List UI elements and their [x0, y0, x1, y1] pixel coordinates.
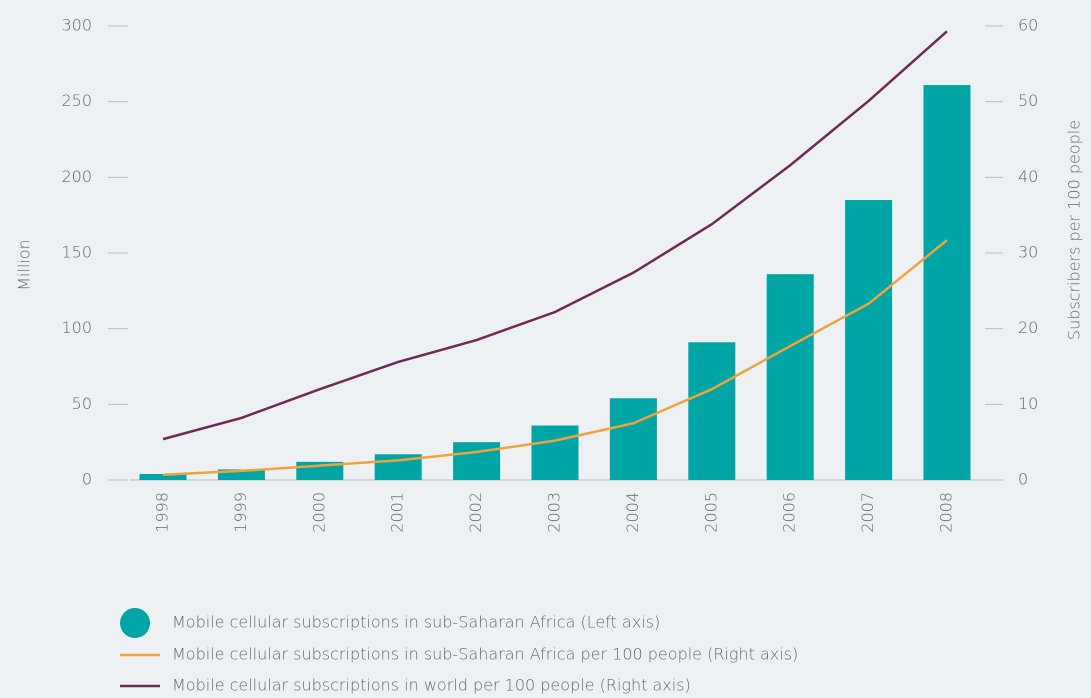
bar: [688, 342, 736, 480]
x-tick-label: 1998: [153, 492, 172, 533]
y2-tick-label: 10: [1018, 394, 1038, 413]
y-axis-label: Million: [15, 239, 34, 291]
y2-tick-label: 50: [1018, 91, 1038, 110]
bar: [453, 442, 501, 480]
legend-label: Mobile cellular subscriptions in sub-Sah…: [172, 645, 798, 664]
line: [162, 30, 948, 441]
y2-tick-label: 30: [1018, 243, 1038, 262]
legend-label: Mobile cellular subscriptions in sub-Sah…: [172, 613, 660, 632]
bar: [845, 200, 893, 481]
x-tick-label: 2008: [937, 492, 956, 533]
bar: [923, 85, 971, 481]
bar: [609, 398, 657, 480]
y2-tick-label: 40: [1018, 167, 1038, 186]
line: [162, 239, 948, 476]
y-tick-label: 250: [61, 91, 92, 110]
x-tick-label: 2002: [466, 492, 485, 533]
y2-axis-label: Subscribers per 100 people: [1065, 120, 1084, 340]
bar: [139, 473, 187, 480]
y2-tick-label: 60: [1018, 16, 1038, 35]
y-tick-label: 150: [61, 243, 92, 262]
bar: [531, 425, 579, 480]
y-tick-label: 200: [61, 167, 92, 186]
x-tick-label: 2001: [388, 492, 407, 533]
y-tick-label: 300: [61, 16, 92, 35]
y2-tick-label: 0: [1018, 470, 1028, 489]
x-tick-label: 2000: [309, 492, 328, 533]
y-tick-label: 50: [72, 394, 92, 413]
x-tick-label: 2003: [545, 492, 564, 533]
x-tick-label: 2007: [858, 492, 877, 533]
legend-marker: [120, 608, 150, 638]
x-tick-label: 2004: [623, 492, 642, 533]
y-tick-label: 0: [82, 470, 92, 489]
x-tick-label: 1999: [231, 492, 250, 533]
x-tick-label: 2006: [780, 492, 799, 533]
bar: [217, 469, 265, 480]
bar: [766, 274, 814, 480]
y2-tick-label: 20: [1018, 318, 1038, 337]
legend-label: Mobile cellular subscriptions in world p…: [172, 676, 691, 695]
x-tick-label: 2005: [701, 492, 720, 533]
y-tick-label: 100: [61, 318, 92, 337]
